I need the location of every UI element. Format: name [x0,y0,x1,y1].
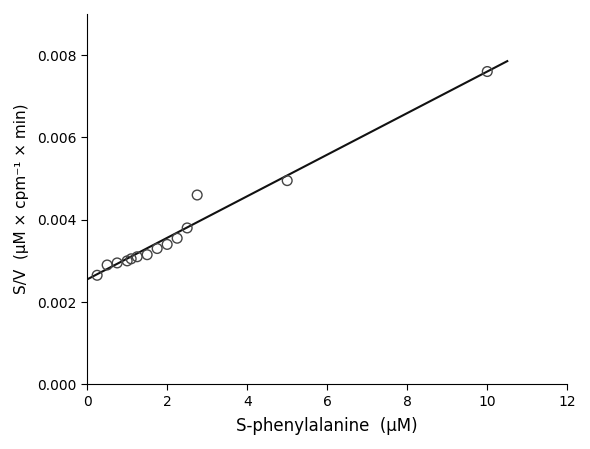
Point [103,261,112,269]
Point [162,241,172,248]
Point [182,224,192,232]
Point [283,177,292,184]
Point [142,251,152,258]
Point [192,191,202,198]
Point [172,235,182,242]
Point [132,253,142,260]
Point [483,68,492,75]
Point [113,260,122,267]
Point [152,245,162,252]
X-axis label: S-phenylalanine  (μM): S-phenylalanine (μM) [237,417,418,435]
Y-axis label: S/V  (μM × cpm⁻¹ × min): S/V (μM × cpm⁻¹ × min) [14,104,29,295]
Point [126,255,136,262]
Point [123,257,132,264]
Point [93,272,102,279]
